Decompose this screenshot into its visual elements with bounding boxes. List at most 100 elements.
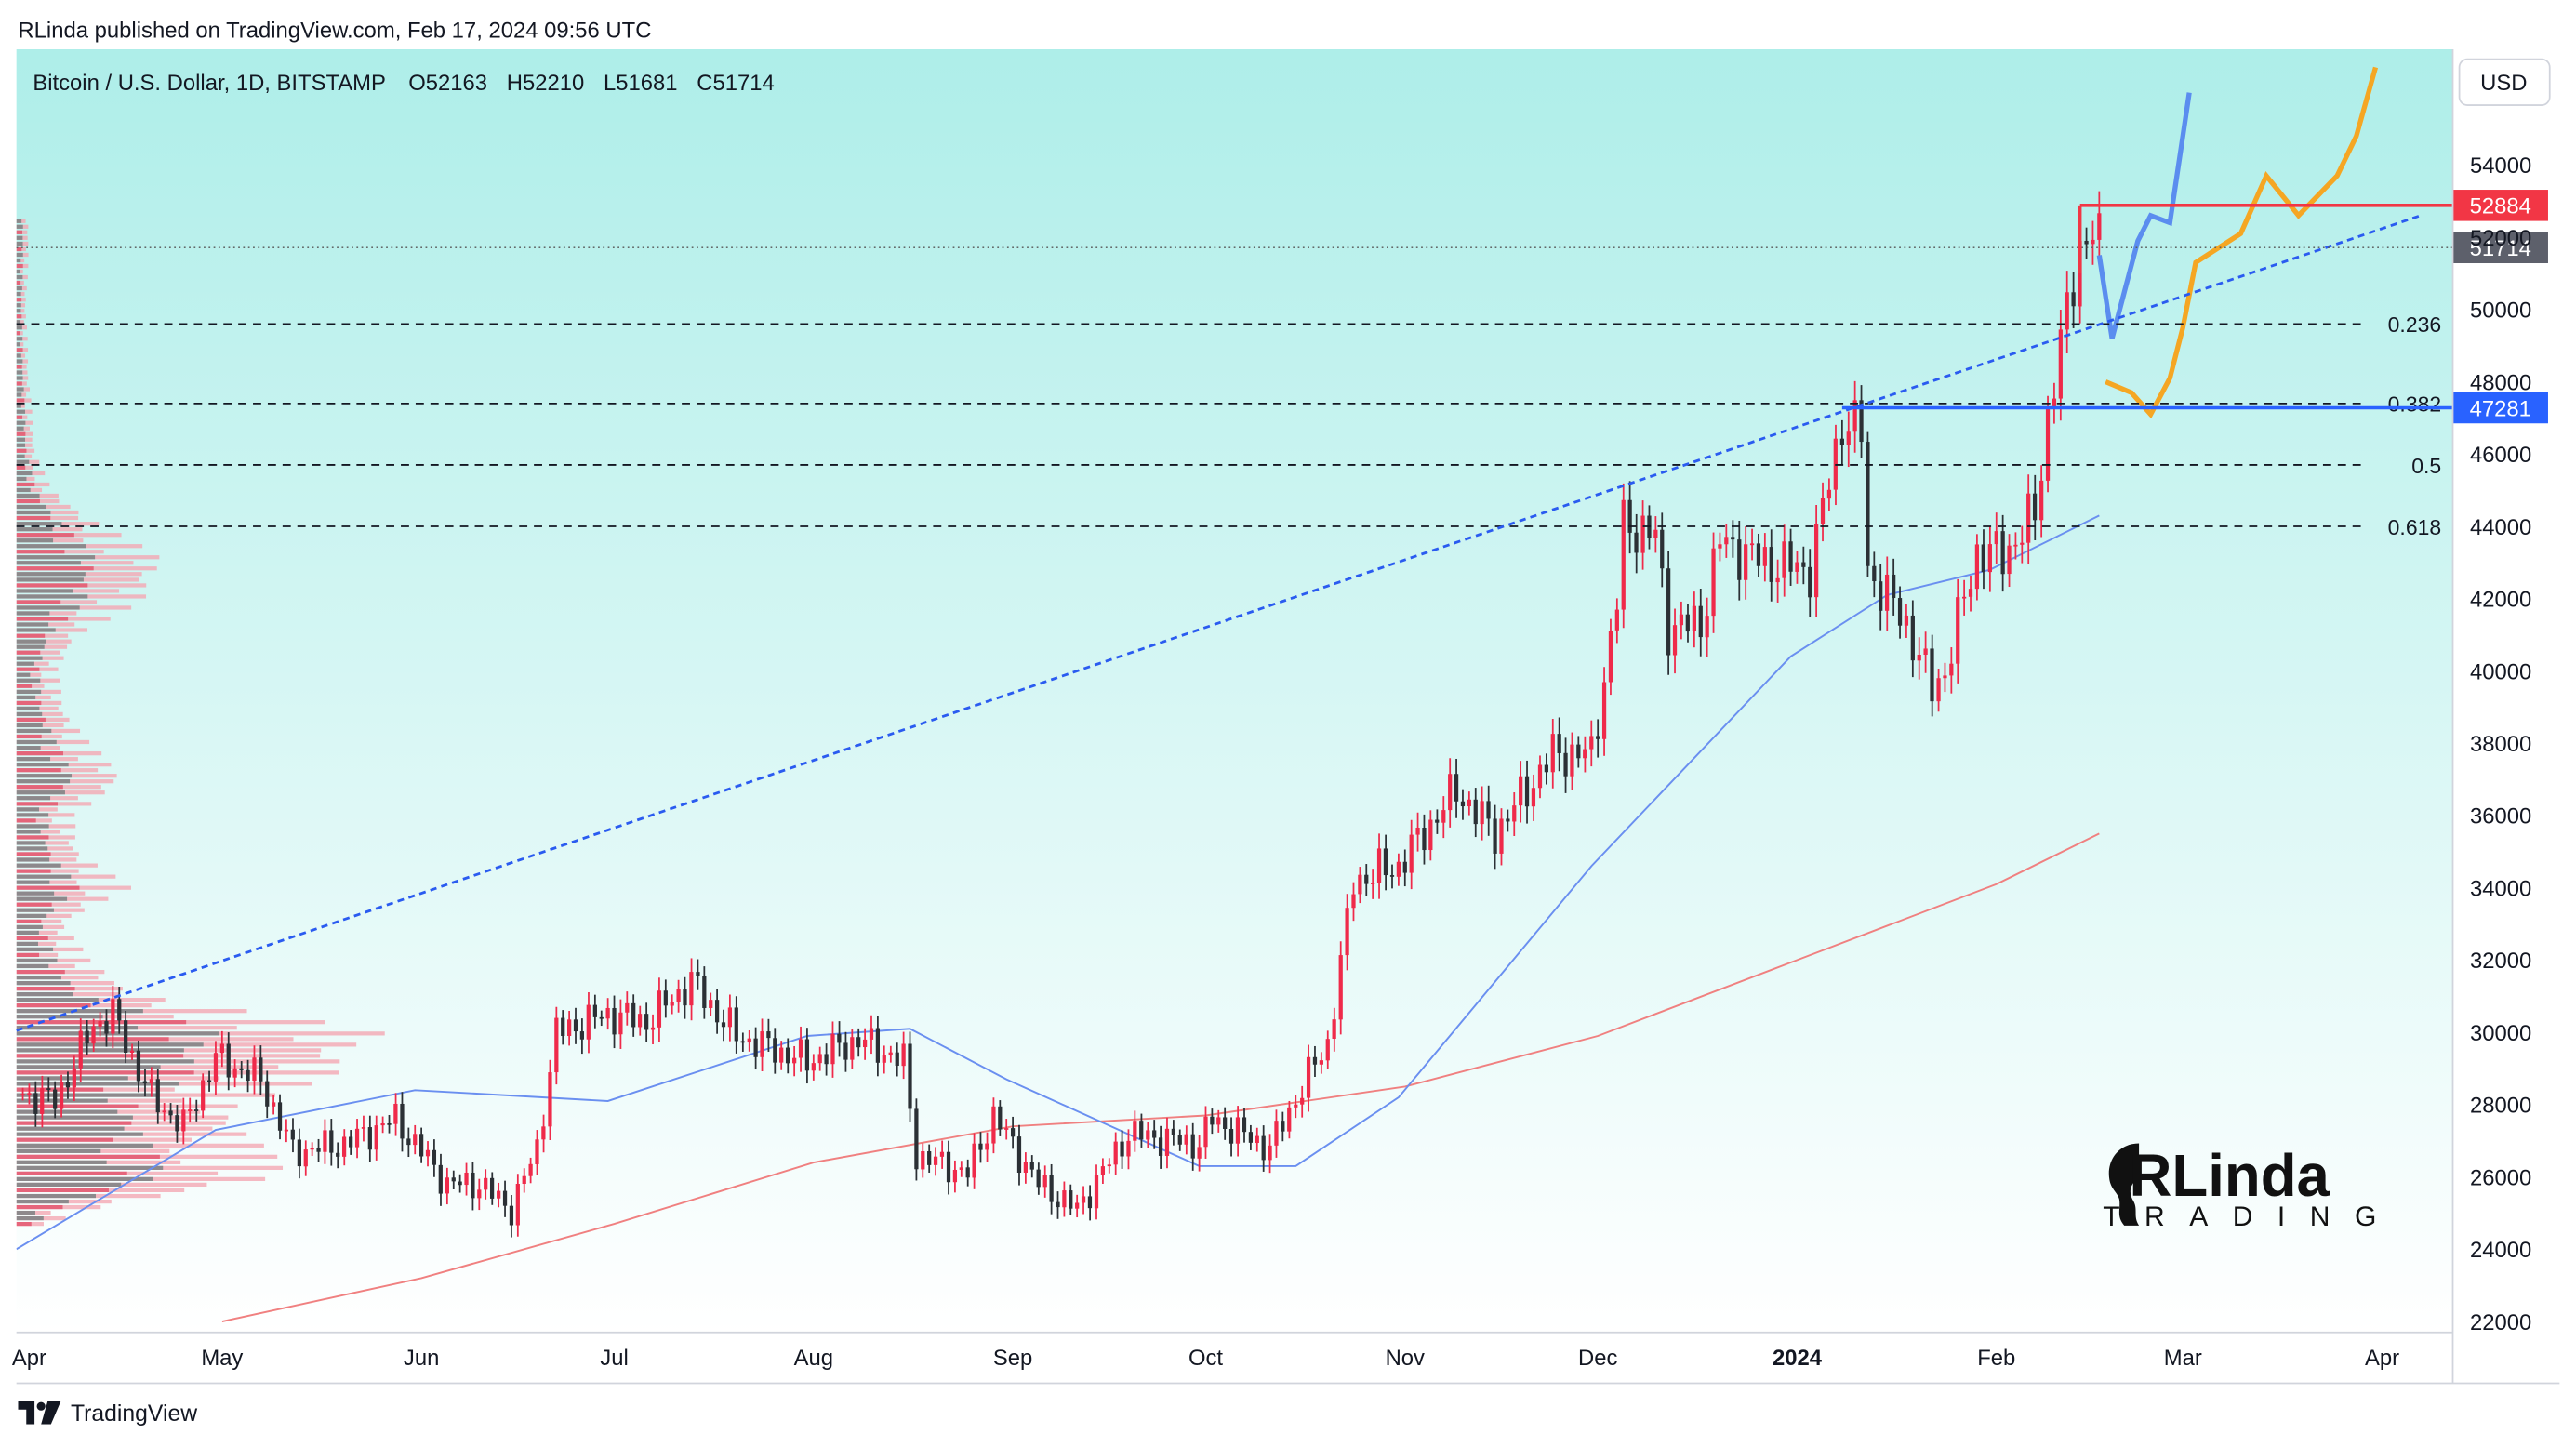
x-tick-label: 2024 [1773,1346,1823,1371]
currency-button[interactable]: USD [2458,58,2551,106]
candle-body [1660,529,1665,569]
volume-profile-bar [16,448,27,453]
volume-profile-bar [16,337,23,341]
candle-body [1177,1135,1182,1145]
volume-profile-bar [16,1210,35,1215]
candle-body [1171,1128,1175,1135]
candle-body [1184,1134,1188,1145]
volume-profile-bar [16,1015,103,1019]
candle-body [149,1079,153,1084]
candle-body [760,1031,764,1057]
candle-body [1956,597,1960,664]
volume-profile-bar [16,1009,143,1014]
volume-profile-bar [16,930,39,936]
candle-body [1300,1097,1305,1105]
candle-body [541,1126,546,1140]
candle-body [59,1082,64,1109]
candle-body [451,1177,456,1182]
candle-body [349,1136,353,1148]
volume-profile-bar [16,471,33,476]
candle-body [1113,1141,1118,1165]
volume-profile-bar [16,527,53,532]
candle-body [104,1021,109,1034]
volume-profile-bar [16,633,46,638]
candle-body [1435,819,1440,823]
candle-body [2013,544,2018,547]
candle-body [1029,1162,1034,1170]
candle-body [1325,1039,1330,1061]
candle-body [1460,801,1466,807]
candle-body [1081,1196,1086,1203]
candle-body [497,1190,501,1199]
volume-profile-bar [16,678,41,683]
candle-body [946,1151,951,1183]
time-axis[interactable]: Apr May Jun Jul Aug Sep Oct Nov Dec 2024 Feb Mar Apr [12,1346,2399,1371]
candle-body [1614,609,1619,631]
price-axis[interactable]: 22000 24000 26000 28000 30000 32000 34000 36000… [2470,81,2531,1334]
candle-body [683,989,687,1006]
volume-profile-bar [16,325,22,330]
volume-profile-bar [16,600,61,604]
candle-body [1711,548,1716,617]
volume-profile-bar [16,1126,125,1131]
volume-profile-bar [16,947,54,952]
candle-body [1075,1202,1080,1209]
candle-body [657,990,662,1028]
candle-body [965,1167,970,1178]
volume-profile-bar [16,246,22,252]
candle-body [1897,598,1903,626]
volume-profile-bar [16,370,23,375]
volume-profile-bar [16,476,27,482]
volume-profile-bar [16,1048,184,1053]
candle-body [567,1019,572,1037]
candle-body [361,1127,366,1129]
candle-body [1448,774,1453,811]
candle-body [1749,543,1755,546]
volume-profile-bar [16,656,43,660]
candle-body [1402,861,1407,873]
candle-body [1782,541,1786,578]
y-tick-label: 28000 [2470,1094,2531,1119]
volume-profile-bar [16,768,61,773]
volume-profile-bar [16,381,22,386]
candle-body [1859,400,1864,443]
candle-body [1795,562,1799,572]
candle-body [2058,329,2063,399]
x-tick-label: Dec [1578,1346,1617,1371]
candle-body [1261,1135,1266,1161]
volume-profile-bar [16,252,23,258]
volume-profile-bar [16,728,52,734]
candle-body [882,1055,886,1063]
fib-level-label: 0.236 [2388,312,2441,337]
volume-profile-bar [16,763,69,767]
candle-body [875,1028,881,1063]
candle-body [188,1109,193,1111]
tradingview-footer[interactable]: TradingView [18,1400,197,1426]
candle-body [637,1014,643,1028]
volume-profile-bar [16,359,23,364]
candle-body [1415,828,1420,835]
candle-body [1306,1056,1311,1098]
volume-profile-bar [16,672,31,677]
volume-profile-bar [16,790,65,795]
volume-profile-bar [16,785,63,790]
candle-body [592,1004,597,1017]
candle-body [1936,678,1941,702]
candle-body [1036,1169,1041,1188]
candle-body [1203,1116,1208,1148]
candle-body [1544,764,1549,773]
volume-profile-bar [16,550,65,554]
candle-body [336,1152,340,1157]
plot-background [16,48,2453,1333]
volume-profile-bar [16,835,49,840]
candle-body [502,1190,508,1206]
candle-body [830,1033,835,1065]
volume-profile-bar [16,667,40,671]
candle-body [72,1068,76,1088]
candle-body [696,972,700,976]
volume-profile-bar [16,487,31,493]
volume-profile-bar [16,992,73,997]
candle-body [432,1149,437,1165]
volume-profile-bar [16,605,80,610]
